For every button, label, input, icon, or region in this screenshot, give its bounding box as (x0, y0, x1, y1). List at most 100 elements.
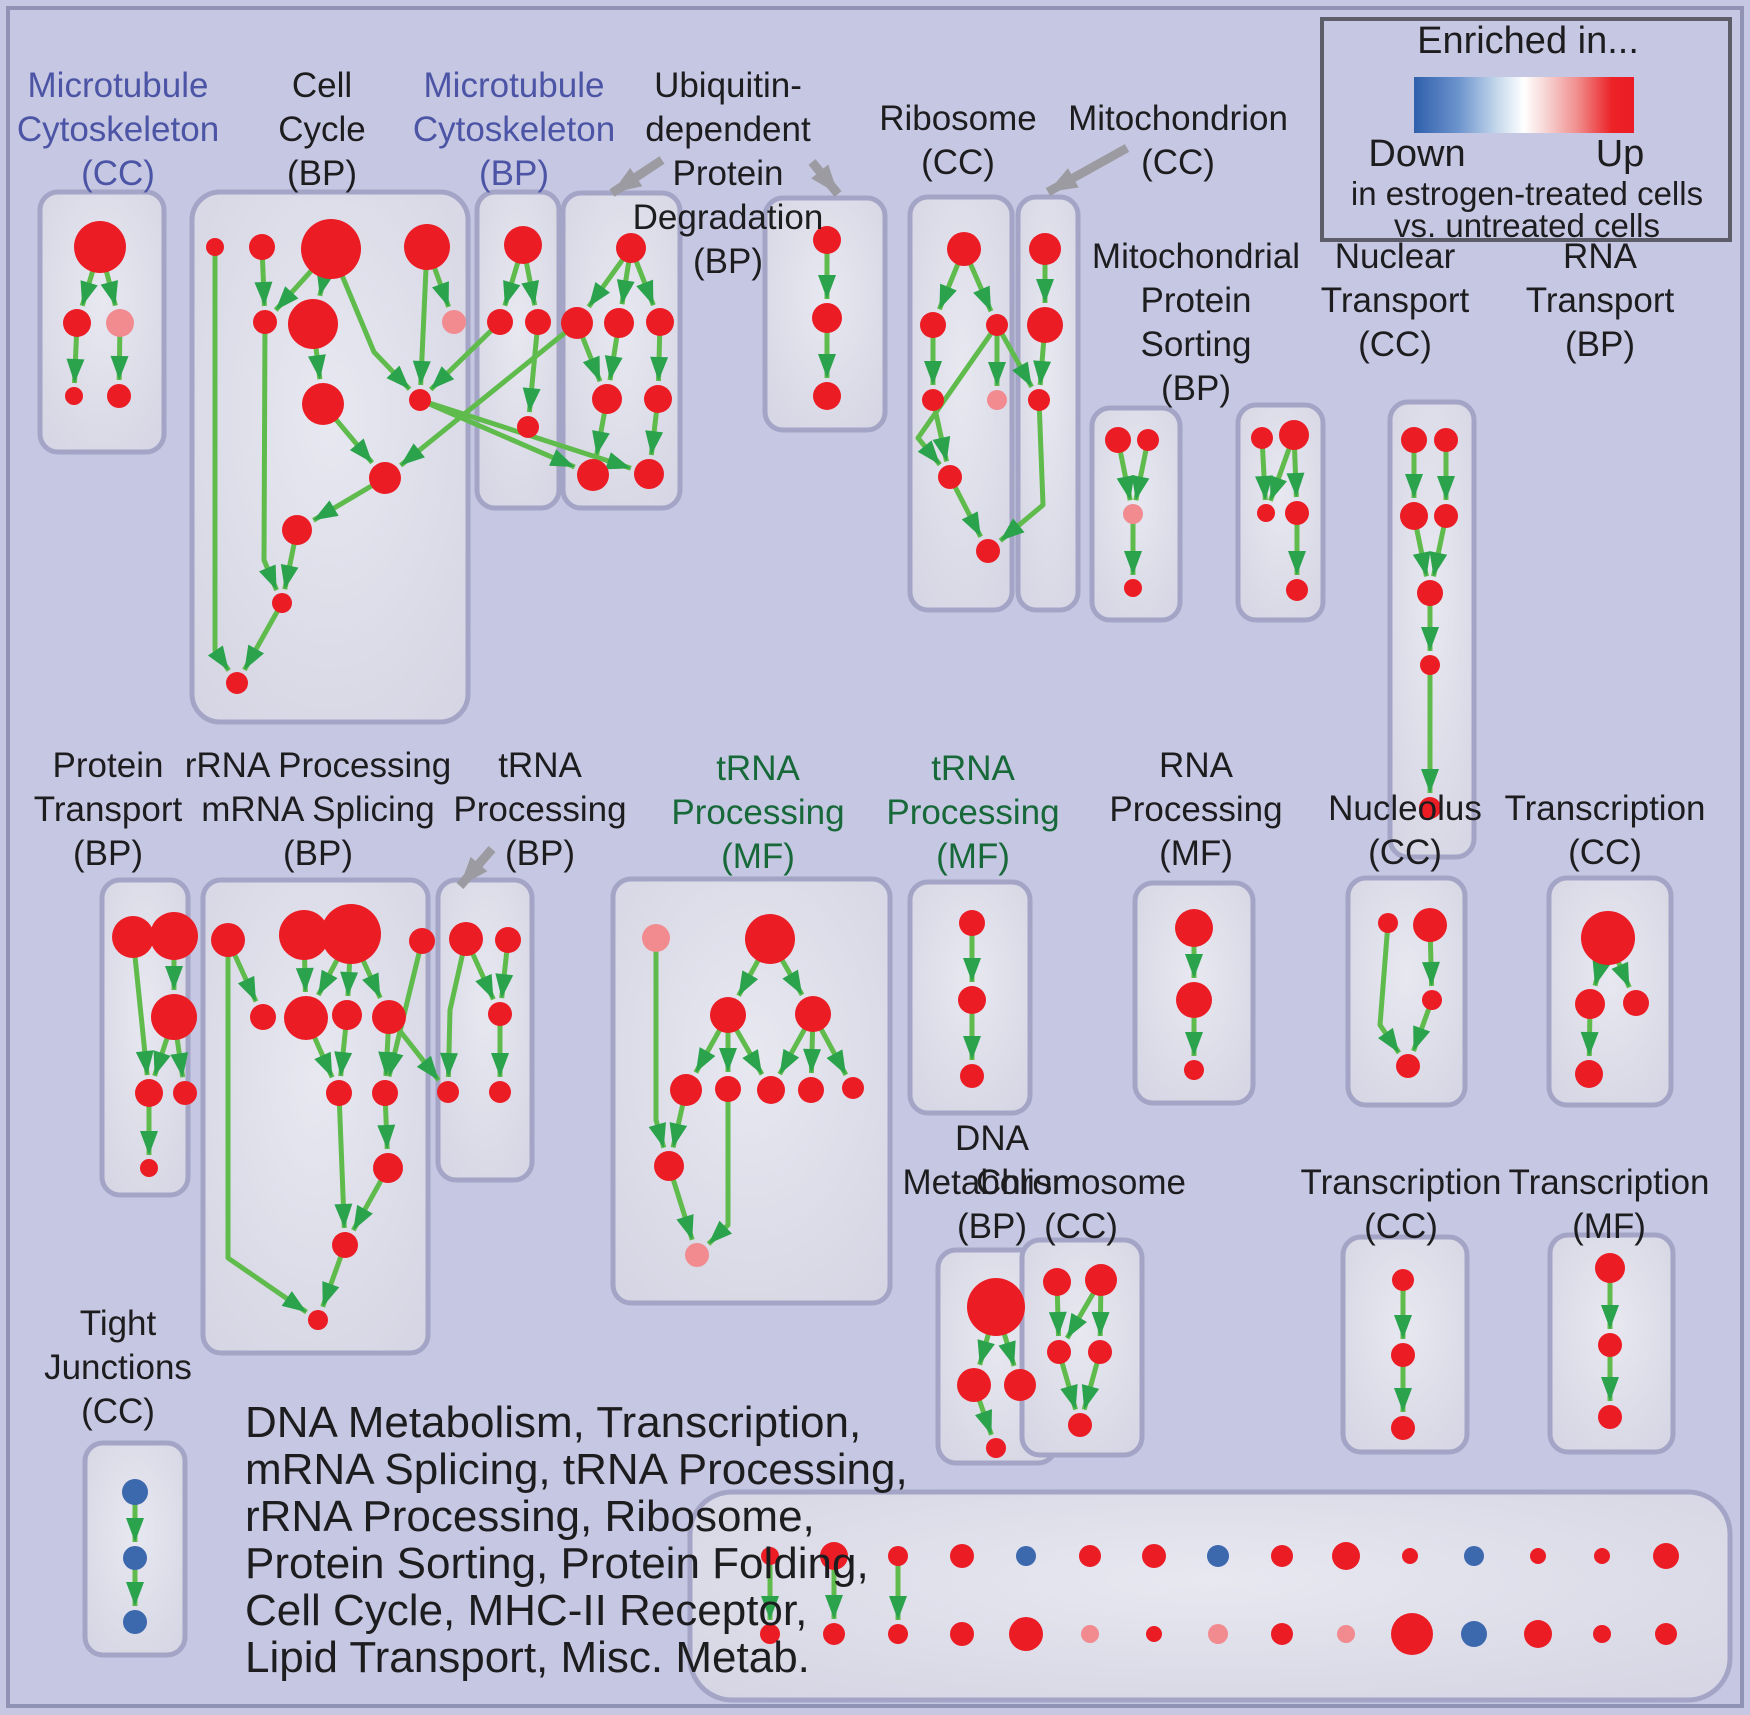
rrna-mrna-edge-1 (225, 940, 308, 1315)
transcription-cc-1-node-2 (1623, 990, 1649, 1016)
cell-cycle-edge-11 (242, 601, 285, 672)
transcription-cc-2-label: Transcription (CC) (1301, 1163, 1502, 1246)
footer-text-line-5: Lipid Transport, Misc. Metab. (245, 1633, 810, 1682)
misc-cluster-node-6 (1142, 1544, 1166, 1568)
cell-cycle-edge-4 (412, 246, 431, 386)
nuclear-transport-node-3 (1285, 501, 1309, 525)
nuclear-transport-node-1 (1279, 420, 1309, 450)
misc-cluster-node-17 (888, 1624, 908, 1644)
dna-metabolism-label: DNA Metabolism (BP) (903, 1119, 1082, 1246)
transcription-mf-node-2 (1598, 1405, 1622, 1429)
rrna-mrna-node-9 (372, 1080, 398, 1106)
layer-boxes (37, 189, 1733, 1703)
legend-gradient-bar (1414, 77, 1634, 133)
transcription-mf-node-1 (1598, 1333, 1622, 1357)
trna-bp-node-3 (437, 1081, 459, 1103)
rna-transport-node-3 (1434, 504, 1458, 528)
figure-frame (6, 6, 1744, 1708)
ribosome-node-1 (920, 312, 946, 338)
rna-transport-node-5 (1420, 655, 1440, 675)
nucleolus-label: Nucleolus (CC) (1328, 789, 1482, 872)
cell-cycle-edge-3 (328, 248, 412, 391)
rrna-mrna-node-4 (250, 1004, 276, 1030)
trna-mf-1-node-2 (710, 997, 746, 1033)
misc-cluster-node-20 (1081, 1625, 1099, 1643)
ubiquitin-bp-2-node-0 (813, 226, 841, 254)
rna-transport-node-6 (1419, 797, 1441, 819)
ribosome-node-2 (986, 314, 1008, 336)
trna-mf-2-label: tRNA Processing (MF) (886, 749, 1059, 876)
rrna-mrna-node-5 (284, 996, 328, 1040)
protein-transport-label: Protein Transport (BP) (34, 746, 183, 873)
mitochondrion-node-1 (1027, 307, 1063, 343)
dna-metabolism-node-3 (986, 1438, 1006, 1458)
misc-cluster-node-4 (1016, 1546, 1036, 1566)
misc-cluster-node-8 (1271, 1545, 1293, 1567)
layer-nodes (63, 219, 1679, 1655)
ribosome-node-4 (987, 390, 1007, 410)
transcription-cc-1-node-3 (1575, 1060, 1603, 1088)
microtubule-cc-node-0 (74, 221, 126, 273)
cell-cycle-node-4 (253, 310, 277, 334)
protein-transport-node-4 (173, 1081, 197, 1105)
mito-sorting-node-1 (1137, 429, 1159, 451)
protein-transport-node-2 (151, 994, 197, 1040)
microtubule-cc-node-4 (107, 384, 131, 408)
nuclear-transport-label: Nuclear Transport (CC) (1321, 237, 1470, 364)
misc-cluster-node-12 (1530, 1548, 1546, 1564)
dna-metabolism-node-1 (957, 1368, 991, 1402)
transcription-cc-1-box (1546, 875, 1674, 1108)
chromosome-node-0 (1043, 1268, 1071, 1296)
misc-cluster-node-28 (1593, 1625, 1611, 1643)
misc-cluster-node-7 (1207, 1545, 1229, 1567)
mitochondrion-node-0 (1029, 233, 1061, 265)
microtubule-bp-node-0 (504, 226, 542, 264)
callout-arrow-3 (456, 846, 496, 889)
rrna-mrna-node-6 (332, 1000, 362, 1030)
legend-subtitle-1: in estrogen-treated cells (1351, 175, 1703, 212)
mito-sorting-node-3 (1124, 579, 1142, 597)
legend-subtitle-2: vs. untreated cells (1394, 207, 1660, 244)
cell-cycle-node-12 (226, 672, 248, 694)
footer-text-line-1: mRNA Splicing, tRNA Processing, (245, 1445, 908, 1494)
nuclear-transport-node-0 (1251, 427, 1273, 449)
transcription-cc-2-node-1 (1391, 1343, 1415, 1367)
mitochondrion-node-2 (1028, 389, 1050, 411)
microtubule-bp-edge-2 (522, 321, 541, 413)
ubiquitin-bp-box (560, 190, 683, 511)
ubiquitin-bp-node-0 (616, 233, 646, 263)
microtubule-bp-node-1 (487, 309, 513, 335)
microtubule-bp-label: Microtubule Cytoskeleton (BP) (413, 66, 615, 193)
chromosome-node-3 (1088, 1340, 1112, 1364)
transcription-cc-1-node-1 (1575, 989, 1605, 1019)
protein-transport-node-0 (112, 916, 154, 958)
cross-edge-0 (428, 320, 502, 392)
cell-cycle-node-7 (302, 383, 344, 425)
trna-bp-node-0 (449, 922, 483, 956)
trna-mf-1-node-9 (654, 1151, 684, 1181)
cell-cycle-node-2 (301, 219, 361, 279)
dna-metabolism-node-2 (1004, 1369, 1036, 1401)
cell-cycle-node-10 (282, 515, 312, 545)
trna-bp-node-4 (489, 1081, 511, 1103)
layer-labels: Microtubule Cytoskeleton (CC) Cell Cycle (BP)… (17, 17, 1732, 1682)
transcription-cc-1-node-0 (1581, 911, 1635, 965)
rna-transport-label: RNA Transport (BP) (1526, 237, 1675, 364)
ubiquitin-bp-node-6 (577, 459, 609, 491)
trna-mf-1-node-7 (798, 1077, 824, 1103)
chromosome-node-1 (1085, 1264, 1117, 1296)
cell-cycle-edge-10 (259, 321, 279, 592)
cross-edge-1 (419, 397, 576, 470)
transcription-mf-label: Transcription (MF) (1509, 1163, 1710, 1246)
misc-cluster-node-27 (1524, 1620, 1552, 1648)
chromosome-node-2 (1047, 1340, 1071, 1364)
rna-transport-node-2 (1400, 502, 1428, 530)
trna-bp-edge-3 (439, 938, 469, 1078)
rrna-mrna-box (200, 877, 431, 1356)
trna-mf-1-node-10 (685, 1243, 709, 1267)
cell-cycle-label: Cell Cycle (BP) (278, 66, 366, 193)
rrna-mrna-node-8 (326, 1080, 352, 1106)
misc-cluster-node-18 (950, 1622, 974, 1646)
trna-mf-1-node-3 (795, 996, 831, 1032)
